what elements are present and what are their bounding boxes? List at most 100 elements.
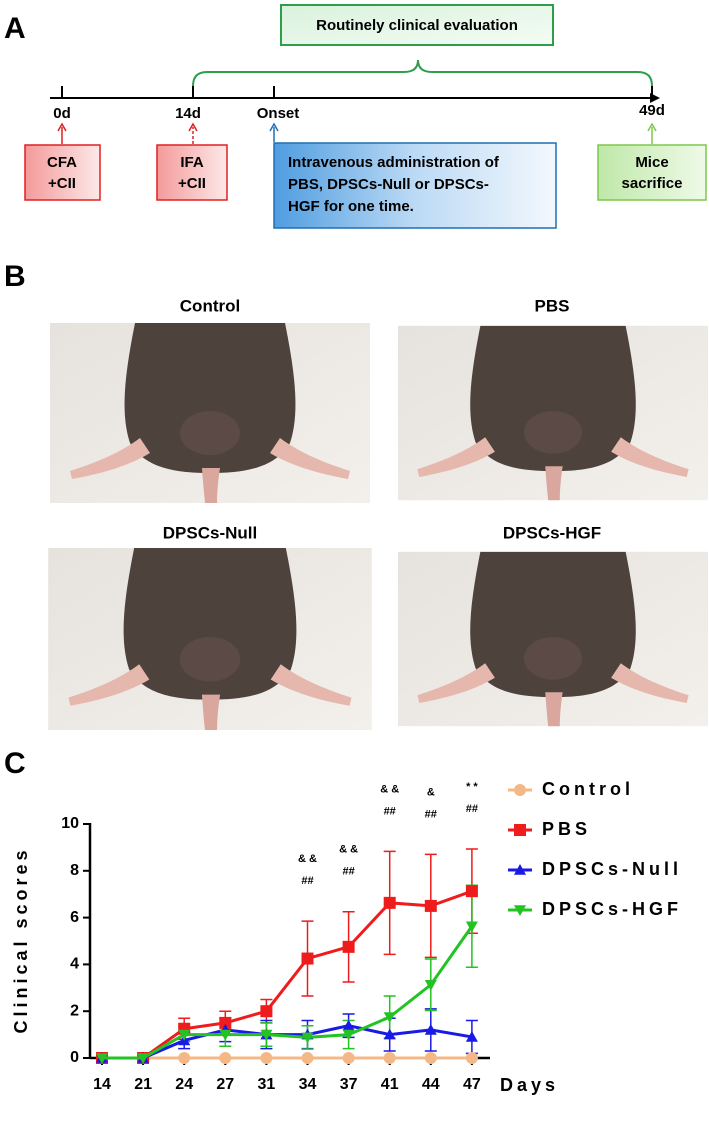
- point: [137, 1053, 150, 1064]
- photo: [398, 551, 708, 727]
- point: [342, 940, 355, 953]
- box-text: HGF for one time.: [288, 198, 414, 215]
- x-tick-label: 47: [463, 1076, 481, 1093]
- point: [219, 1029, 232, 1041]
- point: [301, 952, 314, 965]
- box-text: CFA: [47, 154, 77, 171]
- annotation: ##: [466, 803, 478, 815]
- legend-label: Control: [542, 779, 634, 799]
- legend-marker: [514, 905, 526, 916]
- point: [219, 1052, 232, 1064]
- brace: [192, 59, 653, 87]
- legend-marker: [514, 864, 526, 875]
- timeline-label: Onset: [257, 105, 300, 122]
- annotation: ##: [384, 805, 396, 817]
- series-line: [102, 1024, 473, 1060]
- annotation: & &: [380, 783, 399, 795]
- point: [301, 1052, 314, 1064]
- point: [383, 1012, 396, 1024]
- y-tick-label: 0: [70, 1049, 79, 1066]
- series-line: [102, 925, 474, 1060]
- point: [424, 1023, 437, 1035]
- annotation: ##: [342, 866, 354, 878]
- panel-label: A: [4, 12, 26, 45]
- x-tick-label: 27: [216, 1076, 234, 1093]
- x-tick-label: 24: [175, 1076, 193, 1093]
- point: [260, 1052, 273, 1064]
- timeline-label: 0d: [53, 105, 71, 122]
- annotation: ##: [301, 875, 313, 887]
- panel-label: C: [4, 747, 26, 780]
- annotation: & &: [339, 844, 358, 856]
- arrow-head: [188, 122, 198, 132]
- x-tick-label: 34: [299, 1076, 317, 1093]
- photo-title: DPSCs-Null: [163, 523, 257, 542]
- point: [342, 1052, 355, 1064]
- y-tick-label: 10: [61, 815, 79, 832]
- x-tick-label: 37: [340, 1076, 358, 1093]
- point: [383, 896, 396, 909]
- point: [260, 1005, 273, 1018]
- box-text: Intravenous administration of: [288, 154, 500, 171]
- legend-label: DPSCs-Null: [542, 859, 682, 879]
- point: [96, 1053, 108, 1064]
- point: [219, 1016, 232, 1029]
- legend-marker: [514, 824, 526, 836]
- point: [260, 1029, 273, 1041]
- point: [465, 885, 478, 898]
- point: [465, 921, 478, 933]
- legend-label: PBS: [542, 819, 591, 839]
- point: [178, 1052, 191, 1064]
- y-tick-label: 8: [70, 862, 79, 879]
- evaluation-box: [280, 4, 554, 46]
- photo: [48, 548, 372, 730]
- box-text: IFA: [180, 154, 204, 171]
- series-line: [102, 889, 473, 1060]
- annotation: ##: [425, 808, 437, 820]
- sacrifice-box: [597, 144, 707, 201]
- x-tick-label: 44: [422, 1076, 440, 1093]
- evaluation-text: Routinely clinical evaluation: [316, 17, 518, 34]
- y-tick-label: 4: [70, 956, 79, 973]
- cfa-box: [24, 144, 101, 201]
- annotation: & &: [298, 853, 317, 865]
- point: [342, 1029, 355, 1041]
- panel-label: B: [4, 260, 26, 293]
- annotation: &: [427, 786, 435, 798]
- photo: [50, 323, 370, 503]
- legend-label: DPSCs-HGF: [542, 899, 682, 919]
- y-tick-label: 2: [70, 1002, 79, 1019]
- photo-title: DPSCs-HGF: [503, 523, 601, 542]
- photo: [398, 325, 708, 501]
- arrow-head: [269, 122, 279, 132]
- point: [383, 1028, 396, 1040]
- ifa-box: [156, 144, 228, 201]
- point: [383, 1052, 396, 1064]
- point: [424, 899, 437, 912]
- y-tick-label: 6: [70, 909, 79, 926]
- box-text: +CII: [48, 175, 76, 192]
- point: [178, 1029, 191, 1041]
- photo-title: PBS: [535, 296, 570, 315]
- point: [424, 1052, 437, 1064]
- x-axis-label: Days: [500, 1075, 559, 1095]
- photo-title: Control: [180, 296, 240, 315]
- point: [301, 1032, 314, 1044]
- box-text: sacrifice: [622, 175, 683, 192]
- administration-box: [273, 142, 557, 229]
- point: [342, 1019, 355, 1031]
- box-text: Mice: [635, 154, 668, 171]
- timeline-label: 14d: [175, 105, 201, 122]
- point: [465, 1030, 478, 1042]
- x-tick-label: 14: [93, 1076, 111, 1093]
- timeline-label: 49d: [639, 102, 665, 119]
- x-tick-label: 31: [258, 1076, 276, 1093]
- box-text: +CII: [178, 175, 206, 192]
- arrow-head: [647, 122, 657, 132]
- annotation: * *: [466, 781, 478, 793]
- point: [424, 979, 437, 991]
- box-text: PBS, DPSCs-Null or DPSCs-: [288, 176, 489, 193]
- y-axis-label: Clinical scores: [11, 846, 31, 1033]
- legend-marker: [514, 784, 526, 796]
